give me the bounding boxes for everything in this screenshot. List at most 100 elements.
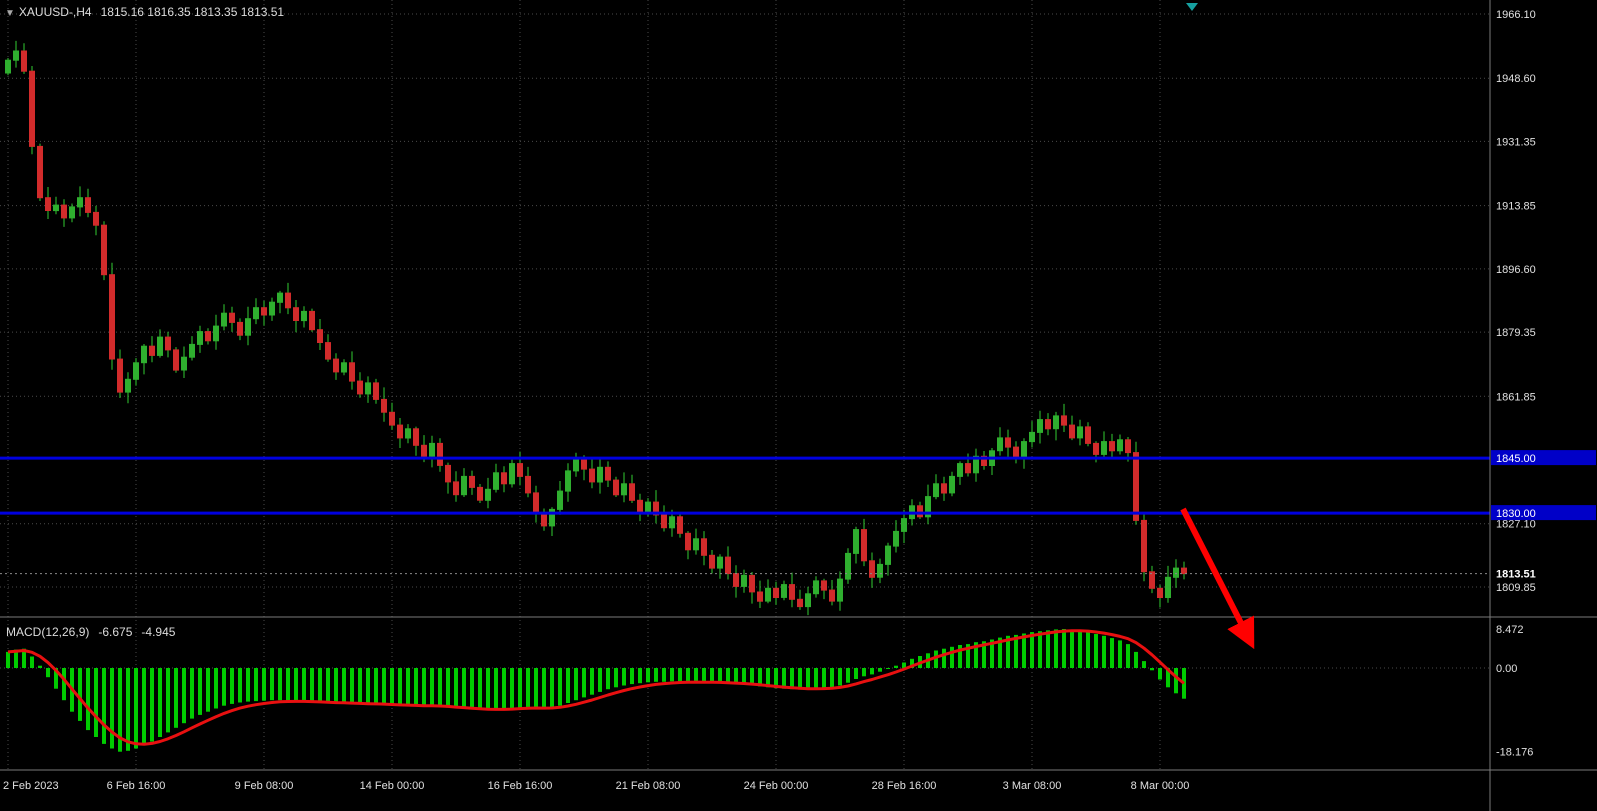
macd-histogram-bar: [158, 668, 162, 737]
macd-histogram-bar: [150, 668, 154, 742]
bull-candle: [509, 463, 515, 485]
bear-candle: [309, 310, 315, 331]
bear-candle: [1157, 587, 1163, 598]
macd-axis-label: 8.472: [1496, 624, 1524, 636]
macd-indicator: [6, 629, 1186, 752]
bear-candle: [1085, 426, 1091, 444]
macd-histogram-bar: [30, 656, 34, 668]
symbol-dropdown-icon[interactable]: ▼: [5, 8, 15, 19]
bull-candle: [813, 580, 819, 595]
candlestick-series: [5, 40, 1187, 616]
macd-histogram-bar: [1078, 630, 1082, 668]
macd-histogram-bar: [558, 668, 562, 706]
bull-candle: [781, 584, 787, 598]
macd-histogram-bar: [342, 668, 346, 704]
bull-candle: [341, 362, 347, 373]
bear-candle: [389, 411, 395, 426]
bull-candle: [741, 574, 747, 587]
macd-histogram-bar: [766, 668, 770, 688]
macd-histogram-bar: [118, 668, 122, 752]
bear-candle: [261, 307, 267, 316]
bull-candle: [253, 307, 259, 320]
bear-candle: [533, 492, 539, 514]
bear-candle: [605, 466, 611, 481]
trend-arrow[interactable]: [1180, 507, 1255, 650]
bear-candle: [149, 345, 155, 356]
macd-axis-label: -18.176: [1496, 747, 1533, 759]
bear-candle: [829, 589, 835, 602]
bear-candle: [685, 532, 691, 551]
price-axis-label: 1931.35: [1496, 136, 1536, 148]
macd-histogram-bar: [1062, 629, 1066, 668]
chart-shift-marker[interactable]: [1186, 3, 1198, 11]
trend-arrow-line[interactable]: [1180, 507, 1255, 650]
price-axis-label: 1948.60: [1496, 73, 1536, 85]
macd-histogram-bar: [54, 668, 58, 689]
macd-histogram-bar: [1094, 634, 1098, 668]
macd-histogram-bar: [374, 668, 378, 705]
time-axis-label: 9 Feb 08:00: [235, 780, 294, 792]
macd-histogram-bar: [126, 668, 130, 751]
macd-histogram-bar: [366, 668, 370, 705]
bear-candle: [317, 329, 323, 344]
macd-histogram-bar: [550, 668, 554, 708]
macd-histogram-bar: [174, 668, 178, 728]
bear-candle: [349, 362, 355, 382]
macd-histogram-bar: [1022, 633, 1026, 668]
bull-candle: [1101, 441, 1107, 455]
macd-histogram-bar: [62, 668, 66, 701]
macd-histogram-bar: [590, 668, 594, 695]
macd-histogram-bar: [870, 668, 874, 675]
macd-histogram-bar: [414, 668, 418, 707]
macd-histogram-bar: [494, 668, 498, 710]
horizontal-level-lines[interactable]: [0, 456, 1490, 575]
time-axis-label: 8 Mar 00:00: [1131, 780, 1190, 792]
bear-candle: [1013, 446, 1019, 459]
current-price-badge: [1491, 565, 1553, 581]
macd-histogram-bar: [198, 668, 202, 715]
macd-histogram-bar: [454, 668, 458, 709]
bear-candle: [965, 463, 971, 474]
time-axis-label: 6 Feb 16:00: [107, 780, 166, 792]
bull-candle: [1053, 415, 1059, 430]
bear-candle: [325, 342, 331, 360]
macd-histogram-bar: [1158, 668, 1162, 680]
macd-histogram-bar: [1166, 668, 1170, 688]
macd-histogram-bar: [814, 668, 818, 690]
bear-candle: [477, 486, 483, 501]
bull-candle: [429, 442, 435, 457]
macd-histogram-bar: [262, 668, 266, 701]
bull-candle: [693, 538, 699, 551]
macd-histogram-bar: [638, 668, 642, 684]
macd-histogram-bar: [774, 668, 778, 689]
macd-histogram-bar: [318, 668, 322, 703]
level-price-badge-label: 1845.00: [1496, 453, 1536, 465]
macd-histogram-bar: [790, 668, 794, 690]
macd-histogram-bar: [990, 639, 994, 668]
bear-candle: [173, 349, 179, 371]
macd-histogram-bar: [38, 665, 42, 668]
level-price-badge: [1491, 505, 1596, 521]
macd-histogram-bar: [46, 668, 50, 678]
bear-candle: [613, 479, 619, 496]
bear-candle: [421, 444, 427, 457]
bear-candle: [797, 598, 803, 608]
bull-candle: [181, 356, 187, 371]
macd-histogram-bar: [190, 668, 194, 719]
level-price-badge-label: 1830.00: [1496, 508, 1536, 520]
macd-histogram-bar: [438, 668, 442, 707]
bull-candle: [885, 545, 891, 565]
bull-candle: [301, 310, 307, 322]
bull-candle: [973, 455, 979, 474]
bear-candle: [1109, 441, 1115, 452]
price-axis-label: 1861.85: [1496, 391, 1536, 403]
macd-signal-value: -4.945: [141, 625, 176, 639]
macd-histogram-bar: [974, 642, 978, 668]
bear-candle: [45, 197, 51, 211]
bear-candle: [237, 321, 243, 336]
time-axis-label: 21 Feb 08:00: [616, 780, 681, 792]
macd-histogram-bar: [286, 668, 290, 701]
